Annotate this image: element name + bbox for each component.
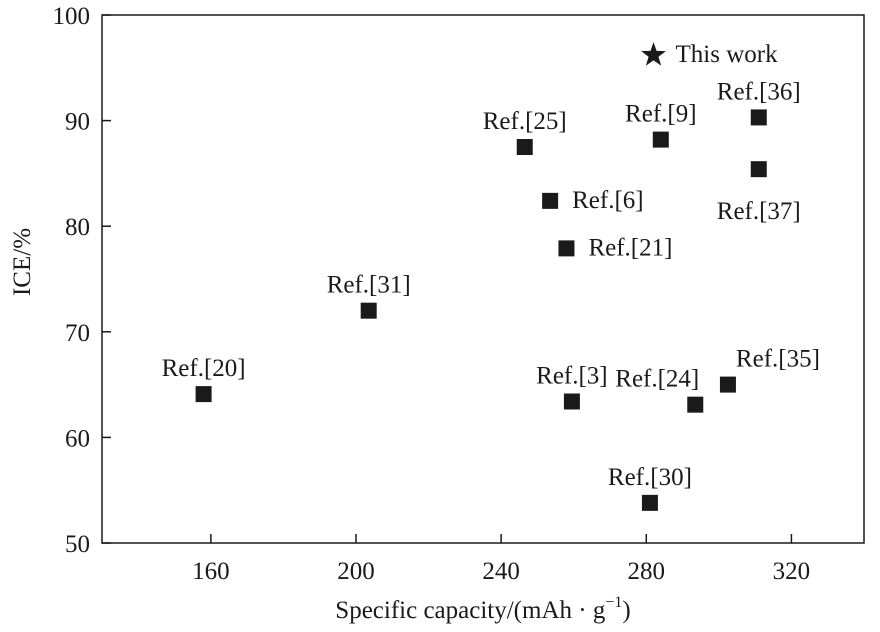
square-marker	[558, 240, 575, 257]
point-label: This work	[676, 41, 779, 68]
y-axis-label: ICE/%	[9, 228, 36, 296]
point-label: Ref.[6]	[572, 187, 644, 214]
x-tick-label: 280	[628, 558, 666, 585]
square-marker	[750, 161, 767, 178]
square-marker	[641, 494, 658, 511]
square-marker	[542, 192, 559, 209]
y-tick-label: 50	[65, 531, 90, 558]
x-tick-label: 160	[192, 558, 230, 585]
x-tick-label: 320	[773, 558, 811, 585]
x-tick-label: 240	[482, 558, 520, 585]
square-marker	[687, 396, 704, 413]
point-label: Ref.[25]	[483, 108, 567, 135]
point-label: Ref.[31]	[327, 272, 411, 299]
data-labels: Ref.[20] Ref.[31] Ref.[25] Ref.[6] Ref.[21] R…	[162, 41, 820, 491]
point-label: Ref.[37]	[717, 198, 801, 225]
point-label: Ref.[21]	[588, 234, 672, 261]
point-label: Ref.[24]	[615, 366, 699, 393]
point-label: Ref.[20]	[162, 355, 246, 382]
y-tick-label: 70	[65, 320, 90, 347]
square-marker	[360, 302, 377, 319]
point-label: Ref.[35]	[736, 346, 820, 373]
x-axis-label: Specific capacity/(mAh · g−1)	[335, 594, 630, 624]
square-marker	[750, 109, 767, 126]
point-label: Ref.[30]	[608, 464, 692, 491]
point-label: Ref.[9]	[625, 101, 697, 128]
x-axis-label-superscript: −1	[605, 594, 622, 611]
y-tick-label: 60	[65, 425, 90, 452]
plot-area	[101, 14, 865, 544]
x-axis: 160 200 240 280 320	[192, 534, 810, 585]
square-marker	[195, 386, 212, 403]
square-marker	[563, 393, 580, 410]
square-marker	[652, 131, 669, 148]
star-marker	[641, 42, 666, 66]
square-marker	[516, 139, 533, 155]
square-marker	[719, 376, 736, 393]
y-tick-label: 100	[53, 3, 91, 30]
data-points	[195, 42, 767, 511]
y-axis: 50 60 70 80 90 100	[53, 3, 111, 558]
point-label: Ref.[36]	[717, 78, 801, 105]
y-tick-label: 80	[65, 214, 90, 241]
x-tick-label: 200	[337, 558, 375, 585]
x-axis-label-close: )	[622, 597, 630, 624]
y-tick-label: 90	[65, 109, 90, 136]
point-label: Ref.[3]	[536, 362, 608, 389]
